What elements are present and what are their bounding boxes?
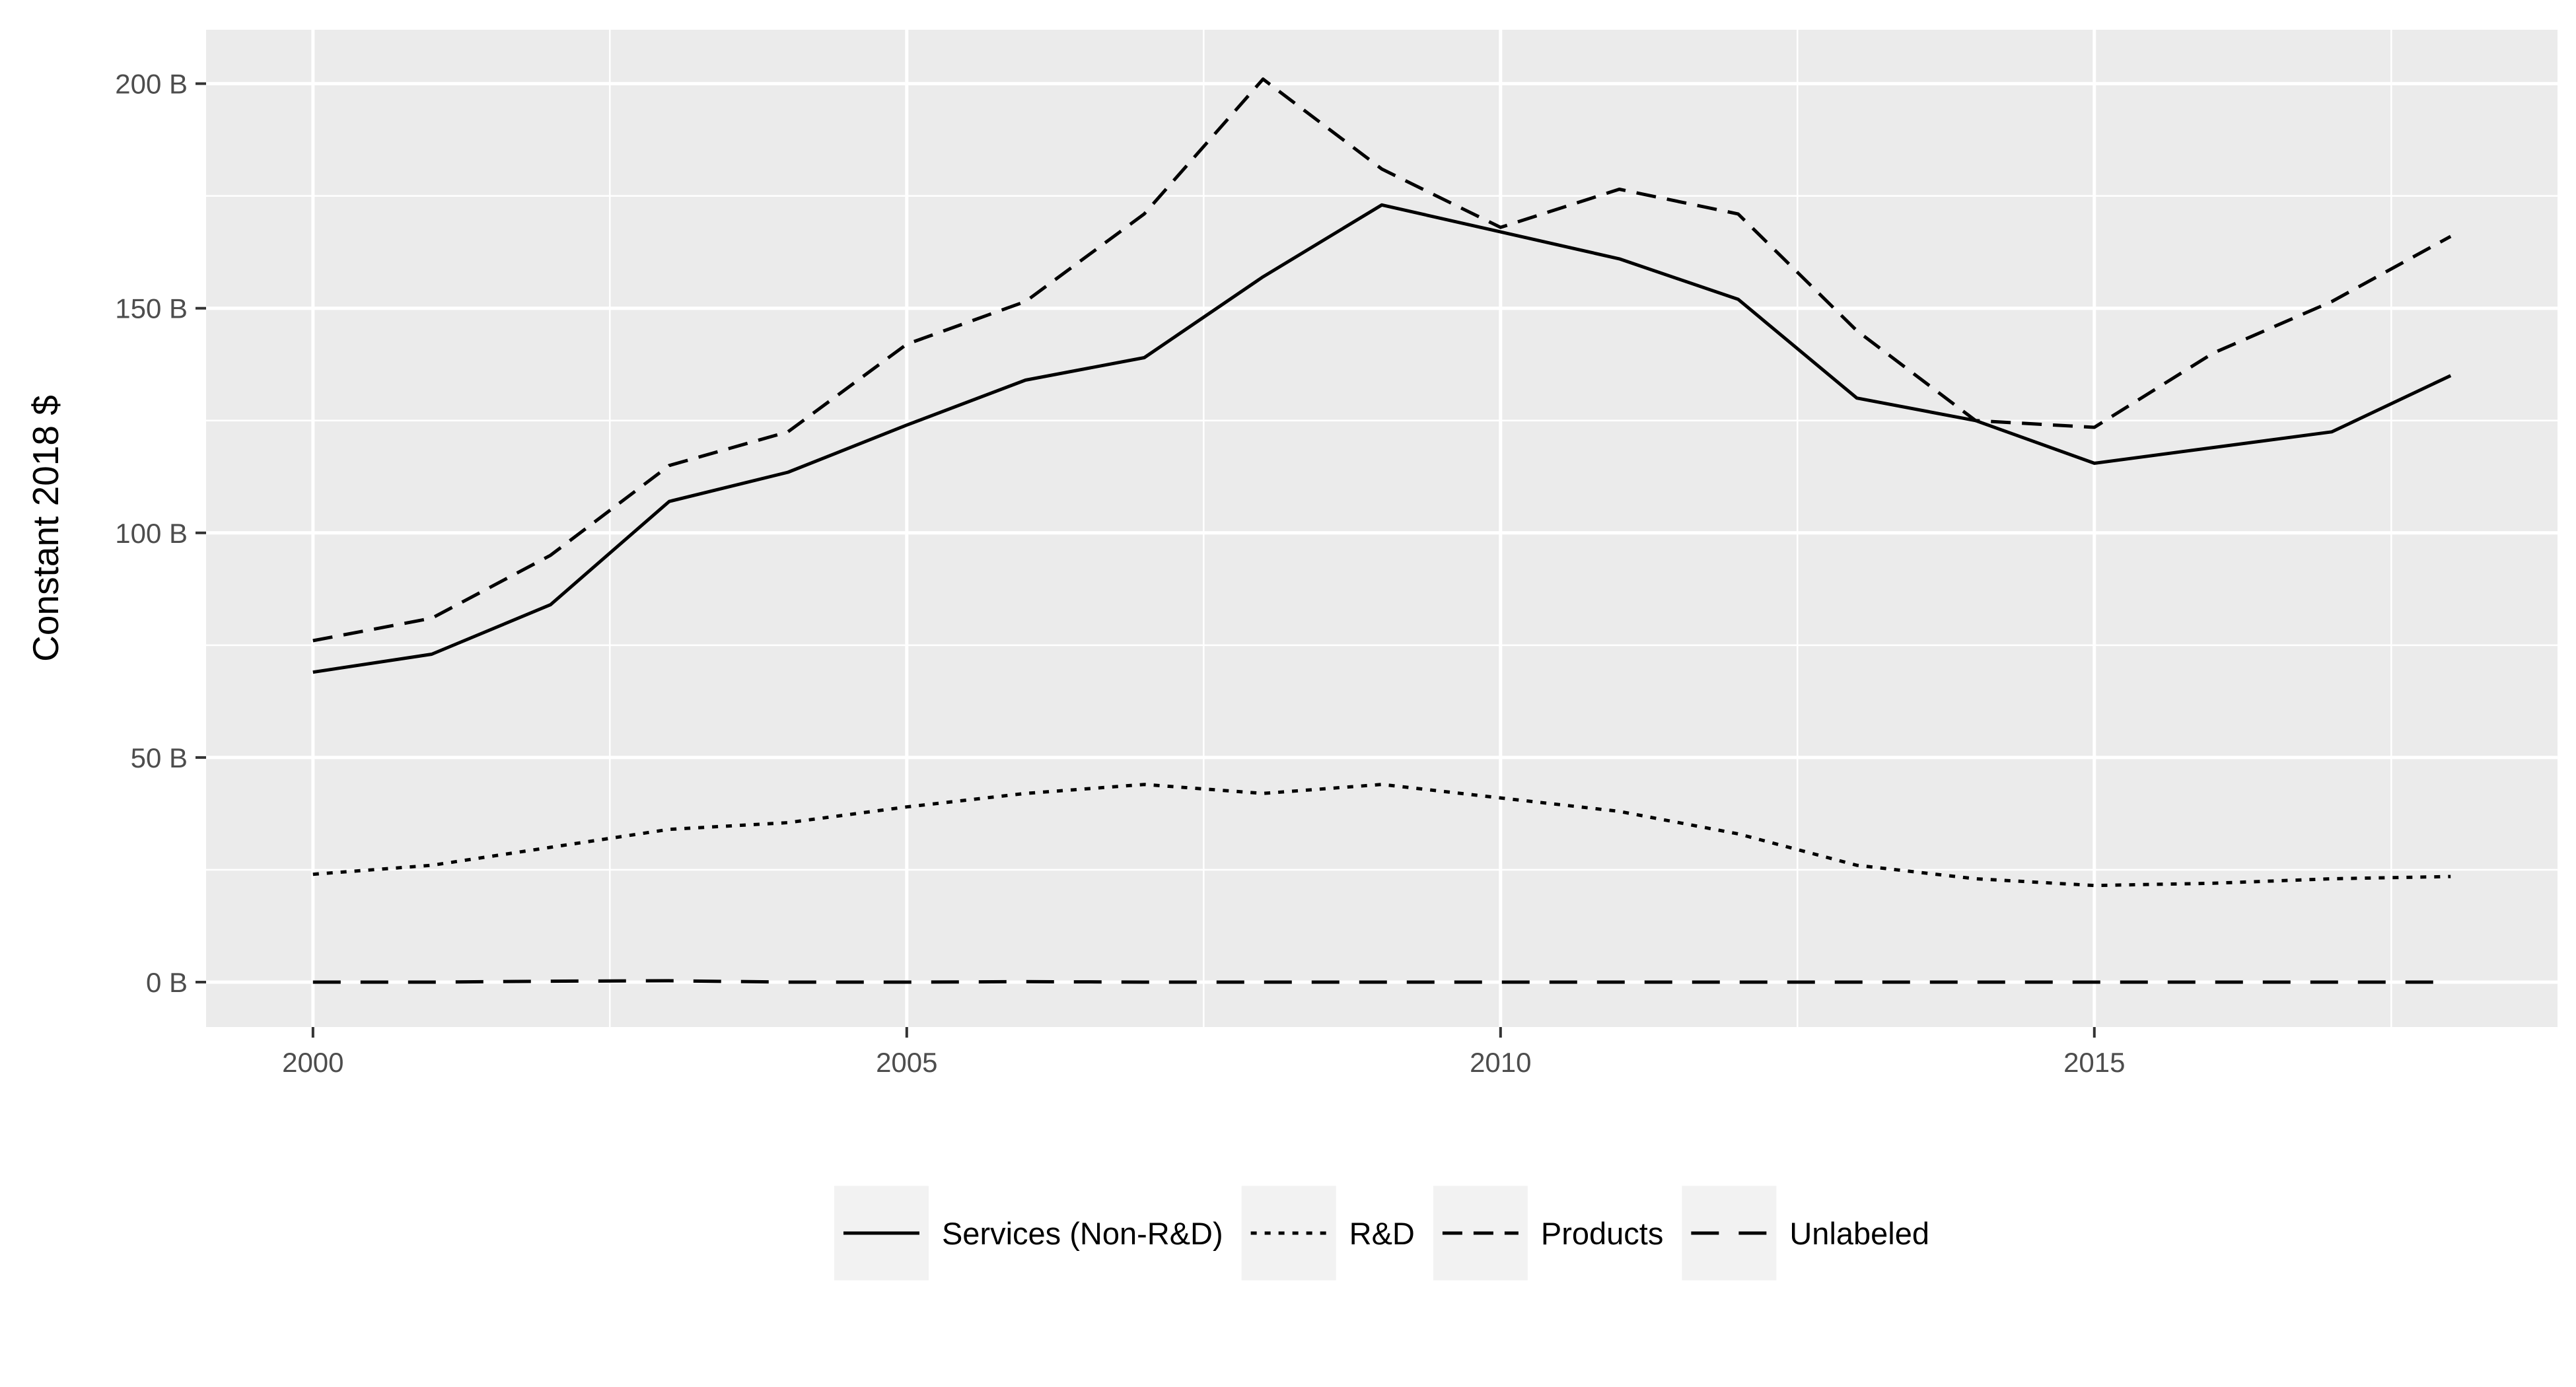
plot-panel: [206, 30, 2558, 1027]
x-tick-label: 2000: [282, 1047, 343, 1078]
y-tick-label: 100 B: [115, 518, 188, 549]
y-tick-label: 50 B: [131, 742, 188, 773]
legend: Services (Non-R&D) R&D Products Unlabeled: [834, 1186, 1929, 1281]
x-tick-label: 2015: [2063, 1047, 2125, 1078]
y-tick-label: 200 B: [115, 69, 188, 100]
series-line-services-non-r-d: [312, 203, 2452, 674]
x-axis: 2000 2005 2010 2015: [282, 1027, 2126, 1078]
y-axis-title: Constant 2018 $: [25, 395, 66, 662]
y-axis: 0 B 50 B 100 B 150 B 200 B: [115, 69, 206, 998]
legend-label: R&D: [1349, 1216, 1415, 1251]
y-tick-label: 0 B: [146, 967, 188, 998]
legend-label: Products: [1541, 1216, 1663, 1251]
x-tick-label: 2005: [876, 1047, 937, 1078]
y-tick-label: 150 B: [115, 293, 188, 324]
minor-gridlines: [206, 30, 2558, 1027]
series-lines: [312, 77, 2452, 984]
series-line-products: [312, 77, 2452, 643]
x-tick-label: 2010: [1470, 1047, 1531, 1078]
legend-label: Unlabeled: [1789, 1216, 1929, 1251]
legend-label: Services (Non-R&D): [942, 1216, 1223, 1251]
series-line-unlabeled: [312, 979, 2451, 984]
